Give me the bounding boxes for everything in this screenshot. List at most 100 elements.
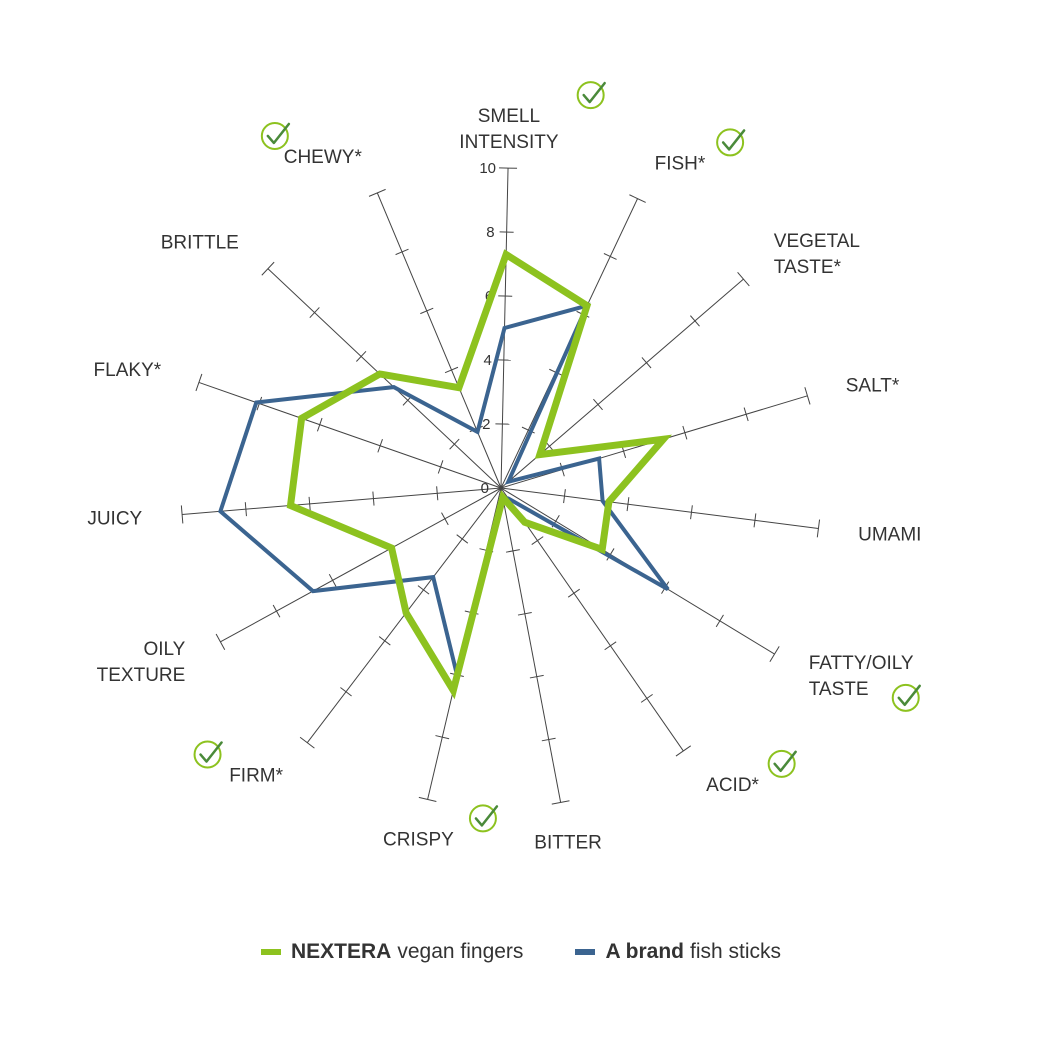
check-icon-circle (716, 128, 745, 157)
axis-label-smell-intensity: INTENSITY (459, 132, 559, 153)
axis-label-crispy: CRISPY (383, 829, 454, 850)
axis-tick-vegetal-taste (690, 315, 700, 327)
check-icon-circle (468, 804, 497, 833)
check-icon-mark (773, 750, 797, 773)
axis-tick-brittle (261, 261, 275, 276)
axis-label-fatty-oily-taste: TASTE (809, 679, 869, 700)
legend-swatch-abrand (575, 949, 596, 955)
axis-tick-juicy (372, 491, 375, 506)
check-icon-mark (266, 122, 291, 145)
axis-label-brittle: BRITTLE (161, 232, 239, 253)
axis-tick-chewy (395, 248, 409, 256)
axis-tick-juicy (180, 505, 184, 524)
axis-line-oily-texture (220, 487, 502, 643)
axis-label-bitter: BITTER (534, 833, 602, 854)
axes-group: SMELL INTENSITY FISH* VEGETAL TASTE* SALT* UMA… (87, 81, 921, 854)
axis-tick-bitter (541, 737, 556, 742)
axis-tick-acid (567, 588, 580, 598)
axis-tick-fatty-oily-taste (769, 646, 780, 663)
check-icon-mark (897, 684, 921, 707)
axis-tick-acid (604, 641, 617, 651)
scale-tick-label: 0 (481, 480, 489, 497)
check-icon (260, 121, 291, 150)
series-abrand-line (218, 302, 670, 676)
axis-tick-umami (626, 497, 630, 512)
check-icon (767, 749, 797, 778)
axis-label-umami: UMAMI (858, 524, 921, 545)
legend: NEXTERA vegan fingers A brand fish stick… (0, 940, 1042, 964)
axis-tick-fish (629, 194, 646, 203)
axis-line-umami (500, 487, 819, 529)
axis-label-juicy: JUICY (87, 509, 142, 530)
axis-tick-acid (640, 693, 653, 703)
axis-tick-crispy (435, 735, 450, 740)
check-icon-circle (576, 81, 605, 110)
axis-label-vegetal-taste: VEGETAL (774, 231, 860, 252)
check-icon (716, 128, 746, 157)
axis-label-oily-texture: TEXTURE (97, 665, 186, 686)
check-icon-mark (721, 129, 746, 151)
axis-tick-firm (299, 736, 315, 749)
axis-tick-chewy (444, 366, 459, 374)
legend-nextera-brand: NEXTERA (290, 940, 392, 963)
axis-tick-bitter (517, 611, 532, 616)
axis-tick-chewy (420, 307, 434, 315)
axis-label-flaky: FLAKY* (94, 360, 162, 381)
check-icon (193, 740, 223, 769)
axis-tick-chewy (368, 188, 386, 197)
axis-line-bitter (500, 487, 562, 803)
axis-tick-brittle (309, 307, 320, 318)
scale-tick-label: 8 (486, 224, 494, 241)
axis-label-smell-intensity: SMELL (478, 106, 540, 127)
axis-line-flaky (198, 381, 502, 489)
axis-tick-juicy (244, 502, 247, 517)
axis-tick-crispy (418, 796, 437, 803)
legend-item-abrand: A brand fish sticks (575, 940, 781, 964)
axis-label-acid: ACID* (706, 775, 759, 796)
legend-abrand-product: fish sticks (690, 940, 782, 963)
check-icon-mark (582, 81, 606, 104)
axis-line-acid (500, 487, 684, 752)
legend-abrand-brand: A brand (605, 940, 684, 963)
check-icon-circle (891, 683, 920, 712)
check-icon-circle (193, 740, 222, 769)
axis-tick-firm (417, 585, 430, 595)
axis-tick-bitter (529, 674, 544, 679)
axis-tick-juicy (308, 496, 311, 511)
axis-tick-umami (563, 489, 566, 504)
axis-tick-bitter (505, 549, 520, 553)
axis-tick-salt (804, 387, 811, 405)
axis-tick-acid (675, 745, 692, 757)
check-icon (576, 81, 606, 110)
axis-tick-brittle (449, 438, 460, 450)
axis-label-vegetal-taste: TASTE* (774, 257, 842, 278)
axis-label-chewy: CHEWY* (284, 147, 363, 168)
axis-tick-juicy (436, 486, 439, 501)
scale-tick-label: 10 (479, 160, 496, 177)
check-icon-mark (474, 805, 499, 827)
legend-swatch-nextera (260, 949, 281, 955)
axis-tick-firm (340, 687, 352, 697)
axis-tick-oily-texture (328, 573, 337, 587)
axis-tick-flaky (195, 373, 203, 392)
axis-line-juicy (182, 487, 502, 515)
axis-tick-flaky (377, 439, 383, 453)
axis-tick-oily-texture (272, 604, 281, 618)
series-nextera-line (286, 249, 673, 700)
axis-tick-umami (690, 505, 693, 520)
axis-tick-firm (378, 636, 391, 646)
axis-tick-vegetal-taste (593, 398, 603, 411)
scale-tick-label: 2 (482, 416, 490, 433)
axis-tick-salt (743, 407, 749, 422)
check-icon-mark (199, 741, 223, 763)
legend-item-nextera: NEXTERA vegan fingers (260, 940, 523, 964)
axis-tick-fish (603, 253, 617, 260)
check-icon (891, 683, 921, 712)
axis-tick-firm (456, 534, 469, 544)
axis-tick-umami (816, 519, 821, 538)
axis-label-firm: FIRM* (229, 766, 283, 787)
axis-tick-vegetal-taste (641, 357, 652, 369)
axis-tick-flaky (437, 460, 444, 474)
check-icon (468, 804, 499, 833)
